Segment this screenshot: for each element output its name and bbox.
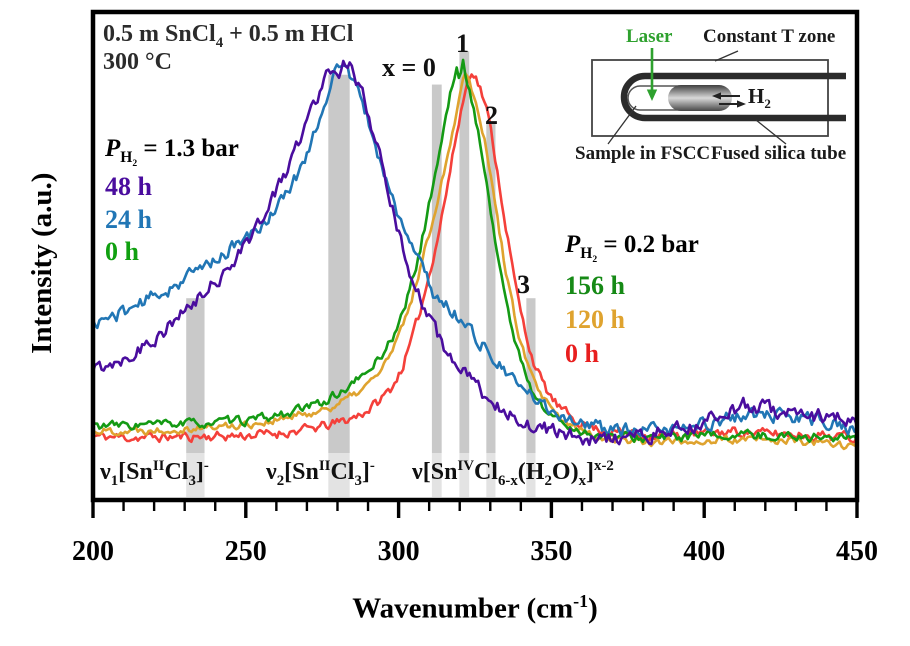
reference-band: [328, 74, 350, 453]
annotation-x2: 2: [485, 101, 498, 130]
inset-furnace-box: [591, 48, 846, 145]
x-tick-label: 400: [683, 536, 726, 567]
reference-band-extension: [431, 453, 442, 497]
sample-composition-title: 0.5 m SnCl4 + 0.5 m HCl: [103, 21, 354, 51]
reference-band-extension: [328, 453, 350, 497]
x-tick-label: 200: [72, 536, 114, 567]
x-tick-label: 350: [530, 536, 573, 567]
temperature-title: 300 °C: [103, 49, 172, 75]
nu1-band-label: ν1[SnIICl3]-: [100, 458, 209, 489]
tube-leader-line: [755, 119, 787, 145]
annotation-x3: 3: [517, 270, 530, 299]
legend-low-pressure-title: PH2 = 0.2 bar: [565, 231, 699, 266]
legend-item-156h: 156 h: [565, 271, 625, 300]
spectrum-curve-0: [93, 73, 857, 444]
nu2-band-label: ν2[SnIICl3]-: [266, 458, 375, 489]
x-tick-label: 250: [224, 536, 267, 567]
x-tick-label: 300: [377, 536, 420, 567]
inset-tube-label: Fused silica tube: [711, 143, 847, 164]
legend-item-24h: 24 h: [105, 205, 152, 234]
reference-band-extension: [526, 453, 536, 497]
reference-band: [459, 51, 470, 454]
x-axis-label: Wavenumber (cm-1): [352, 591, 598, 625]
constant-t-leader-line: [714, 50, 739, 62]
inset-sample-label: Sample in FSCC: [575, 143, 711, 164]
legend-high-pressure-title: PH2 = 1.3 bar: [105, 135, 239, 170]
inset-laser-label: Laser: [626, 26, 673, 47]
sample-plug-shape: [668, 85, 732, 111]
nu-sn4-band-label: ν[SnIVCl6-x(H2O)x]x-2: [412, 458, 614, 489]
reference-band: [186, 298, 205, 453]
spectrum-curve-1: [93, 71, 857, 451]
reference-band-extension: [459, 453, 470, 497]
reference-band: [526, 298, 536, 453]
legend-item-120h: 120 h: [565, 305, 625, 334]
x-tick-label: 450: [836, 536, 878, 567]
legend-item-0h-high: 0 h: [105, 237, 139, 266]
reference-band: [486, 123, 496, 453]
y-axis-label: Intensity (a.u.): [25, 172, 58, 354]
silica-tube-shape: [620, 72, 846, 122]
plot-frame: [90, 9, 860, 503]
reference-band-extension: [186, 453, 205, 497]
annotation-x0: x = 0: [382, 53, 436, 82]
legend-item-48h: 48 h: [105, 172, 152, 201]
spectrum-curve-4: [93, 59, 857, 447]
inset-constant-t-label: Constant T zone: [703, 26, 836, 47]
sample-leader-line: [607, 105, 637, 145]
reference-band: [431, 84, 442, 453]
inset-h2-label: H2: [748, 84, 771, 112]
spectrum-curve-2: [93, 58, 857, 444]
annotation-x1: 1: [456, 29, 469, 58]
reference-band-extension: [486, 453, 496, 497]
legend-item-0h-low: 0 h: [565, 339, 599, 368]
